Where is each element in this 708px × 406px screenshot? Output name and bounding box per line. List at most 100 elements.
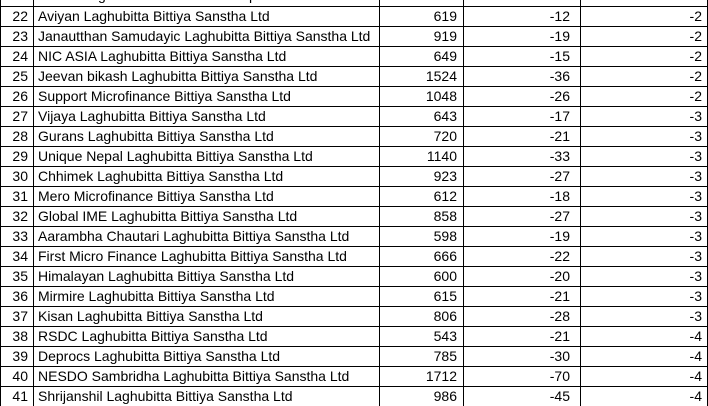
cell-change-pct[interactable]: -3 [580,285,708,307]
cell-change[interactable]: -21 [463,325,581,347]
cell-price[interactable]: 666 [379,245,464,267]
cell-company[interactable]: Global IME Laghubitta Bittiya Sanstha Lt… [33,205,380,227]
cell-company[interactable]: Unique Nepal Laghubitta Bittiya Sanstha … [33,145,380,167]
cell-row-no[interactable]: 34 [0,245,34,267]
cell-row-no[interactable]: 30 [0,165,34,187]
cell-change[interactable]: -17 [463,105,581,127]
cell-company[interactable]: Mero Microfinance Bittiya Sanstha Ltd [33,185,380,207]
cell-change-pct[interactable]: -4 [580,345,708,367]
cell-price[interactable]: 615 [379,285,464,307]
cell-change-pct[interactable]: -2 [580,45,708,67]
cell-row-no[interactable]: 24 [0,45,34,67]
cell-change-pct[interactable]: -3 [580,305,708,327]
cell-company[interactable]: Shrijanshil Laghubitta Bittiya Sanstha L… [33,385,380,406]
cell-company[interactable]: Janautthan Samudayic Laghubitta Bittiya … [33,25,380,47]
cell-change-pct[interactable]: -3 [580,225,708,247]
cell-change[interactable]: -45 [463,385,581,406]
cell-price[interactable]: 785 [379,345,464,367]
cell-company[interactable]: Deprocs Laghubitta Bittiya Sanstha Ltd [33,345,380,367]
cell-company[interactable]: Gurans Laghubitta Bittiya Sanstha Ltd [33,125,380,147]
cell-company[interactable]: RSDC Laghubitta Bittiya Sanstha Ltd [33,325,380,347]
cell-company[interactable]: Chhimek Laghubitta Bittiya Sanstha Ltd [33,165,380,187]
cell-company[interactable]: Aviyan Laghubitta Bittiya Sanstha Ltd [33,5,380,27]
cell-price[interactable]: 919 [379,25,464,47]
cell-company[interactable]: Mirmire Laghubitta Bittiya Sanstha Ltd [33,285,380,307]
cell-change-pct[interactable]: -2 [580,65,708,87]
cell-company[interactable]: NIC ASIA Laghubitta Bittiya Sanstha Ltd [33,45,380,67]
cell-change[interactable]: -70 [463,365,581,387]
cell-change[interactable]: -19 [463,25,581,47]
cell-change-pct[interactable]: -3 [580,125,708,147]
cell-change-pct[interactable]: -3 [580,185,708,207]
cell-change-pct[interactable]: -4 [580,385,708,406]
cell-change[interactable]: -27 [463,165,581,187]
cell-change[interactable]: -15 [463,45,581,67]
cell-row-no[interactable]: 31 [0,185,34,207]
cell-price[interactable]: 1048 [379,85,464,107]
cell-company[interactable]: Jeevan bikash Laghubitta Bittiya Sanstha… [33,65,380,87]
cell-price[interactable]: 543 [379,325,464,347]
cell-change-pct[interactable]: -2 [580,25,708,47]
cell-price[interactable]: 649 [379,45,464,67]
cell-row-no[interactable]: 38 [0,325,34,347]
cell-row-no[interactable]: 39 [0,345,34,367]
cell-row-no[interactable]: 37 [0,305,34,327]
cell-price[interactable]: 600 [379,265,464,287]
cell-price[interactable]: 598 [379,225,464,247]
cell-row-no[interactable]: 41 [0,385,34,406]
cell-change-pct[interactable]: -2 [580,5,708,27]
cell-change[interactable]: -22 [463,245,581,267]
cell-price[interactable]: 720 [379,125,464,147]
cell-company[interactable]: Himalayan Laghubitta Bittiya Sanstha Ltd [33,265,380,287]
cell-price[interactable]: 1140 [379,145,464,167]
cell-price[interactable]: 1524 [379,65,464,87]
cell-change[interactable]: -21 [463,125,581,147]
cell-change-pct[interactable]: -3 [580,165,708,187]
clipped-cell-company[interactable]: g p [33,0,380,7]
cell-row-no[interactable]: 26 [0,85,34,107]
cell-row-no[interactable]: 25 [0,65,34,87]
cell-change[interactable]: -19 [463,225,581,247]
cell-change[interactable]: -28 [463,305,581,327]
cell-change[interactable]: -27 [463,205,581,227]
cell-change[interactable]: -36 [463,65,581,87]
cell-change-pct[interactable]: -3 [580,245,708,267]
cell-row-no[interactable]: 36 [0,285,34,307]
cell-change[interactable]: -20 [463,265,581,287]
cell-change-pct[interactable]: -3 [580,205,708,227]
cell-price[interactable]: 923 [379,165,464,187]
cell-row-no[interactable]: 28 [0,125,34,147]
cell-row-no[interactable]: 35 [0,265,34,287]
cell-row-no[interactable]: 23 [0,25,34,47]
cell-change-pct[interactable]: -3 [580,145,708,167]
cell-row-no[interactable]: 40 [0,365,34,387]
cell-change-pct[interactable]: -4 [580,325,708,347]
cell-change[interactable]: -12 [463,5,581,27]
cell-company[interactable]: Support Microfinance Bittiya Sanstha Ltd [33,85,380,107]
cell-price[interactable]: 643 [379,105,464,127]
cell-row-no[interactable]: 33 [0,225,34,247]
cell-price[interactable]: 1712 [379,365,464,387]
cell-price[interactable]: 858 [379,205,464,227]
cell-change-pct[interactable]: -3 [580,105,708,127]
cell-change-pct[interactable]: -3 [580,265,708,287]
cell-price[interactable]: 986 [379,385,464,406]
cell-change[interactable]: -18 [463,185,581,207]
cell-change[interactable]: -26 [463,85,581,107]
cell-company[interactable]: Aarambha Chautari Laghubitta Bittiya San… [33,225,380,247]
cell-row-no[interactable]: 22 [0,5,34,27]
cell-row-no[interactable]: 32 [0,205,34,227]
cell-row-no[interactable]: 29 [0,145,34,167]
cell-company[interactable]: Vijaya Laghubitta Bittiya Sanstha Ltd [33,105,380,127]
cell-change-pct[interactable]: -4 [580,365,708,387]
cell-price[interactable]: 612 [379,185,464,207]
cell-change[interactable]: -33 [463,145,581,167]
cell-company[interactable]: Kisan Laghubitta Bittiya Sanstha Ltd [33,305,380,327]
cell-price[interactable]: 619 [379,5,464,27]
cell-change-pct[interactable]: -2 [580,85,708,107]
cell-company[interactable]: First Micro Finance Laghubitta Bittiya S… [33,245,380,267]
cell-change[interactable]: -30 [463,345,581,367]
cell-row-no[interactable]: 27 [0,105,34,127]
cell-company[interactable]: NESDO Sambridha Laghubitta Bittiya Sanst… [33,365,380,387]
cell-change[interactable]: -21 [463,285,581,307]
